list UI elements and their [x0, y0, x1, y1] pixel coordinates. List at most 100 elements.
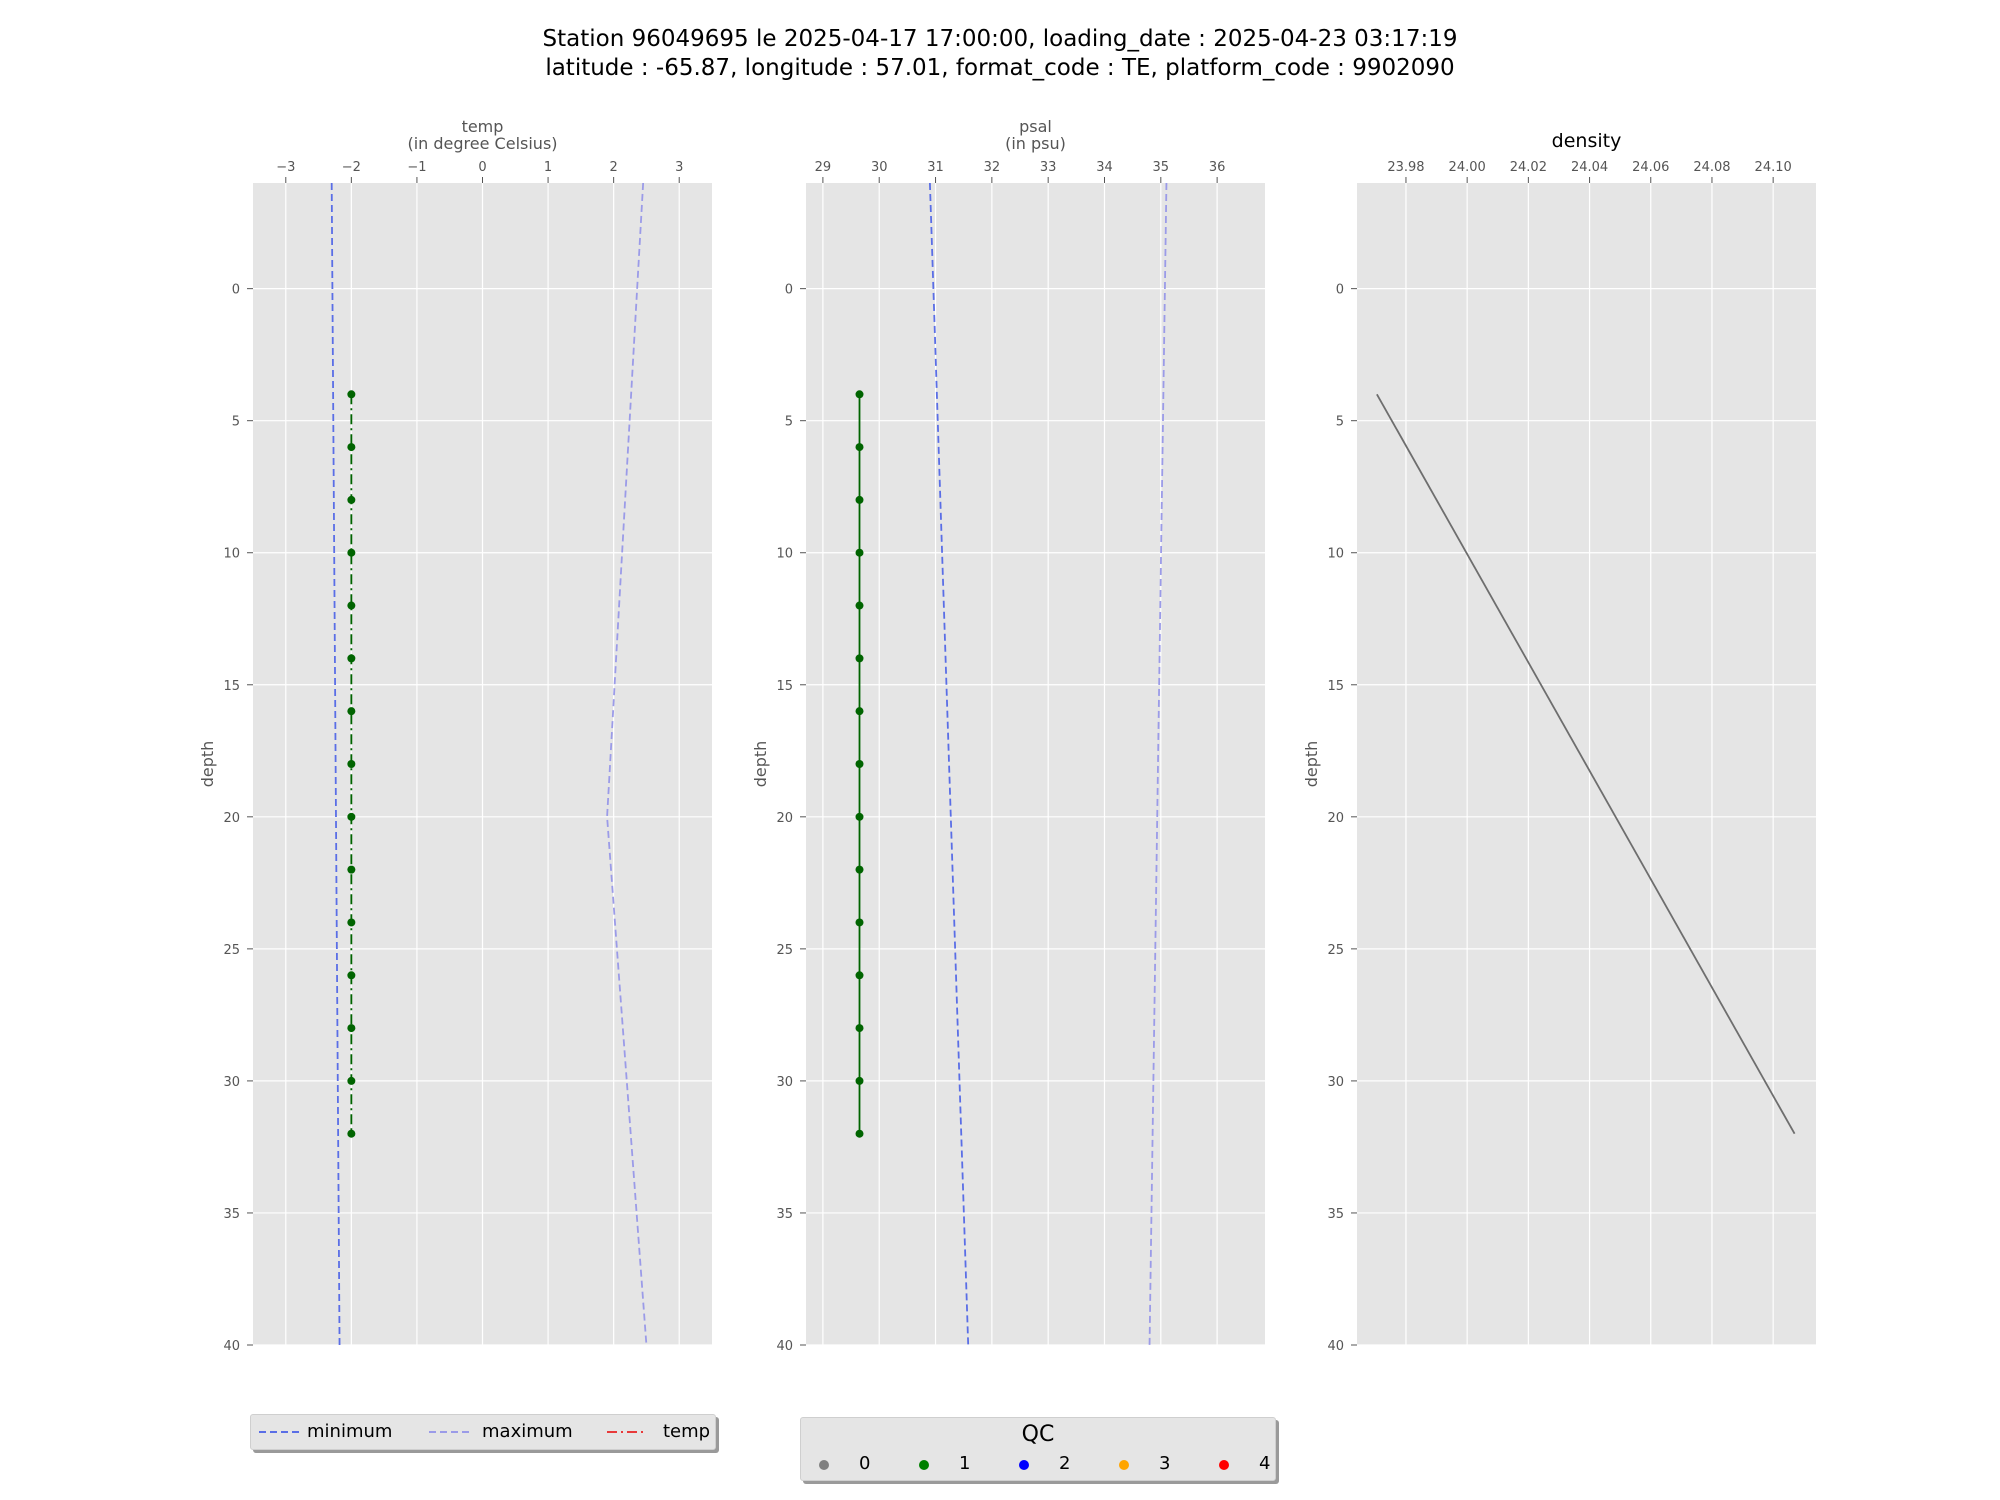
figure-title-line2: latitude : -65.87, longitude : 57.01, fo…: [545, 55, 1455, 81]
panel-psal-plot-area: [806, 183, 1265, 1345]
panel-psal-series-psal-point: [855, 1129, 864, 1138]
panel-temp-series-temp-point: [347, 707, 356, 716]
panel-psal-series-psal-point: [855, 601, 864, 610]
panel-psal-series-psal-point: [855, 707, 864, 716]
panel-psal-series-psal-point: [855, 1076, 864, 1085]
panel-temp-series-temp-point: [347, 654, 356, 663]
panel-psal-series-psal-point: [855, 495, 864, 504]
qc-label-3: 3: [1159, 1453, 1171, 1474]
panel-density-ytick-label: 30: [1327, 1075, 1344, 1090]
panel-temp-ytick-label: 30: [223, 1075, 240, 1090]
panel-density-xtick-label: 23.98: [1387, 160, 1424, 175]
panel-temp-xlabel: (in degree Celsius): [407, 134, 557, 153]
panel-psal-ytick-label: 25: [776, 943, 793, 958]
panel-temp-series-temp-point: [347, 812, 356, 821]
qc-label-2: 2: [1059, 1453, 1071, 1474]
panel-psal-ytick-label: 20: [776, 811, 793, 826]
panel-density-xtick-label: 24.02: [1510, 160, 1547, 175]
panel-temp-ytick-label: 15: [223, 679, 240, 694]
panel-density-xtick-label: 24.06: [1632, 160, 1669, 175]
panel-temp-series-temp-point: [347, 1024, 356, 1033]
panel-psal-series-psal-point: [855, 971, 864, 980]
panel-density-xtick-label: 24.08: [1693, 160, 1730, 175]
panel-temp-ylabel: depth: [198, 741, 217, 788]
panel-psal-series-psal-point: [855, 443, 864, 452]
panel-temp-xtick-label: 1: [544, 160, 552, 175]
panel-psal-ytick-label: 10: [776, 547, 793, 562]
qc-dot-1: [919, 1460, 929, 1470]
panel-density-series-density-line: [1376, 393, 1796, 1135]
panel-temp-ytick-label: 20: [223, 811, 240, 826]
panel-psal-xtick-label: 32: [984, 160, 1001, 175]
panel-temp-series-temp-point: [347, 548, 356, 557]
qc-label-0: 0: [859, 1453, 871, 1474]
panel-temp-series-temp-point: [347, 495, 356, 504]
panel-density-ytick-label: 15: [1327, 679, 1344, 694]
panel-psal-series-psal-point: [855, 865, 864, 874]
panel-temp-series-temp-point: [347, 760, 356, 768]
panel-psal-series-psal-point: [855, 654, 864, 663]
panel-temp-xtick-label: −1: [407, 160, 426, 175]
panel-temp-series-temp-point: [347, 390, 356, 399]
panel-density-xtick-label: 24.00: [1449, 160, 1486, 175]
panel-density-ytick-label: 10: [1327, 547, 1344, 562]
panel-temp-xtick-label: 0: [478, 160, 486, 175]
panel-temp-xtick-label: −3: [276, 160, 295, 175]
panel-psal-ytick-label: 0: [785, 283, 793, 298]
panel-psal-series-minimum-line: [929, 182, 970, 1346]
panel-psal-series-psal-point: [855, 918, 864, 927]
figure-title-line1: Station 96049695 le 2025-04-17 17:00:00,…: [542, 26, 1458, 52]
panel-temp-series-temp-point: [347, 1076, 356, 1085]
panel-psal-ytick-label: 15: [776, 679, 793, 694]
qc-legend-title: QC: [1021, 1422, 1055, 1447]
panel-psal-xtick-label: 35: [1153, 160, 1170, 175]
panel-temp-ytick-label: 25: [223, 943, 240, 958]
panel-temp-xtick-label: −2: [342, 160, 361, 175]
panel-psal-series-psal-point: [855, 760, 864, 768]
qc-dot-2: [1019, 1460, 1029, 1470]
panel-density-ytick-label: 20: [1327, 811, 1344, 826]
qc-legend: QC 0 1 2 3 4: [800, 1417, 1276, 1481]
panel-density-ytick-label: 0: [1336, 283, 1344, 298]
panel-psal-series-maximum-line: [1148, 182, 1168, 1346]
legend-temp-label: temp: [663, 1421, 711, 1442]
panel-temp-ytick-label: 5: [232, 415, 240, 430]
panel-density-ytick-label: 40: [1327, 1339, 1344, 1354]
qc-dot-3: [1119, 1460, 1129, 1470]
qc-dot-4: [1219, 1460, 1229, 1470]
panel-psal-title: psal: [1019, 117, 1052, 136]
panel-temp-series-temp-point: [347, 918, 356, 927]
legend-minimum-line: [259, 1431, 299, 1433]
panel-psal-series-psal-point: [855, 1024, 864, 1033]
panel-psal-ytick-label: 35: [776, 1207, 793, 1222]
panel-temp-xtick-label: 3: [675, 160, 683, 175]
panel-temp-series-temp-point: [347, 1129, 356, 1138]
panel-psal-series-psal-point: [855, 548, 864, 557]
panel-psal-series-psal-point: [855, 812, 864, 821]
panel-temp-xtick-label: 2: [610, 160, 618, 175]
panel-psal-xtick-label: 31: [927, 160, 944, 175]
panel-psal-ytick-label: 5: [785, 415, 793, 430]
panel-psal-xlabel: (in psu): [1005, 134, 1066, 153]
panel-psal-series-psal-point: [855, 390, 864, 399]
panel-density-ylabel: depth: [1302, 741, 1321, 788]
panel-density-xtick-label: 24.04: [1571, 160, 1608, 175]
panel-psal-xtick-label: 34: [1096, 160, 1113, 175]
panel-temp-series-temp-point: [347, 865, 356, 874]
legend-maximum-label: maximum: [482, 1421, 573, 1442]
panel-density-xtick-label: 24.10: [1755, 160, 1792, 175]
panel-psal-xtick-label: 33: [1040, 160, 1057, 175]
panel-temp-ytick-label: 0: [232, 283, 240, 298]
qc-label-1: 1: [959, 1453, 971, 1474]
panel-temp-series-maximum-line: [606, 182, 648, 1346]
panel-psal-xtick-label: 29: [815, 160, 832, 175]
panel-temp-ytick-label: 10: [223, 547, 240, 562]
qc-dot-0: [819, 1460, 829, 1470]
panel-temp-series-temp-point: [347, 601, 356, 610]
qc-label-4: 4: [1259, 1453, 1271, 1474]
panel-temp-series-temp-point: [347, 971, 356, 980]
panel-temp-ytick-label: 40: [223, 1339, 240, 1354]
legend-temp-line: [607, 1431, 647, 1433]
panel-temp-series-temp-point: [347, 443, 356, 452]
